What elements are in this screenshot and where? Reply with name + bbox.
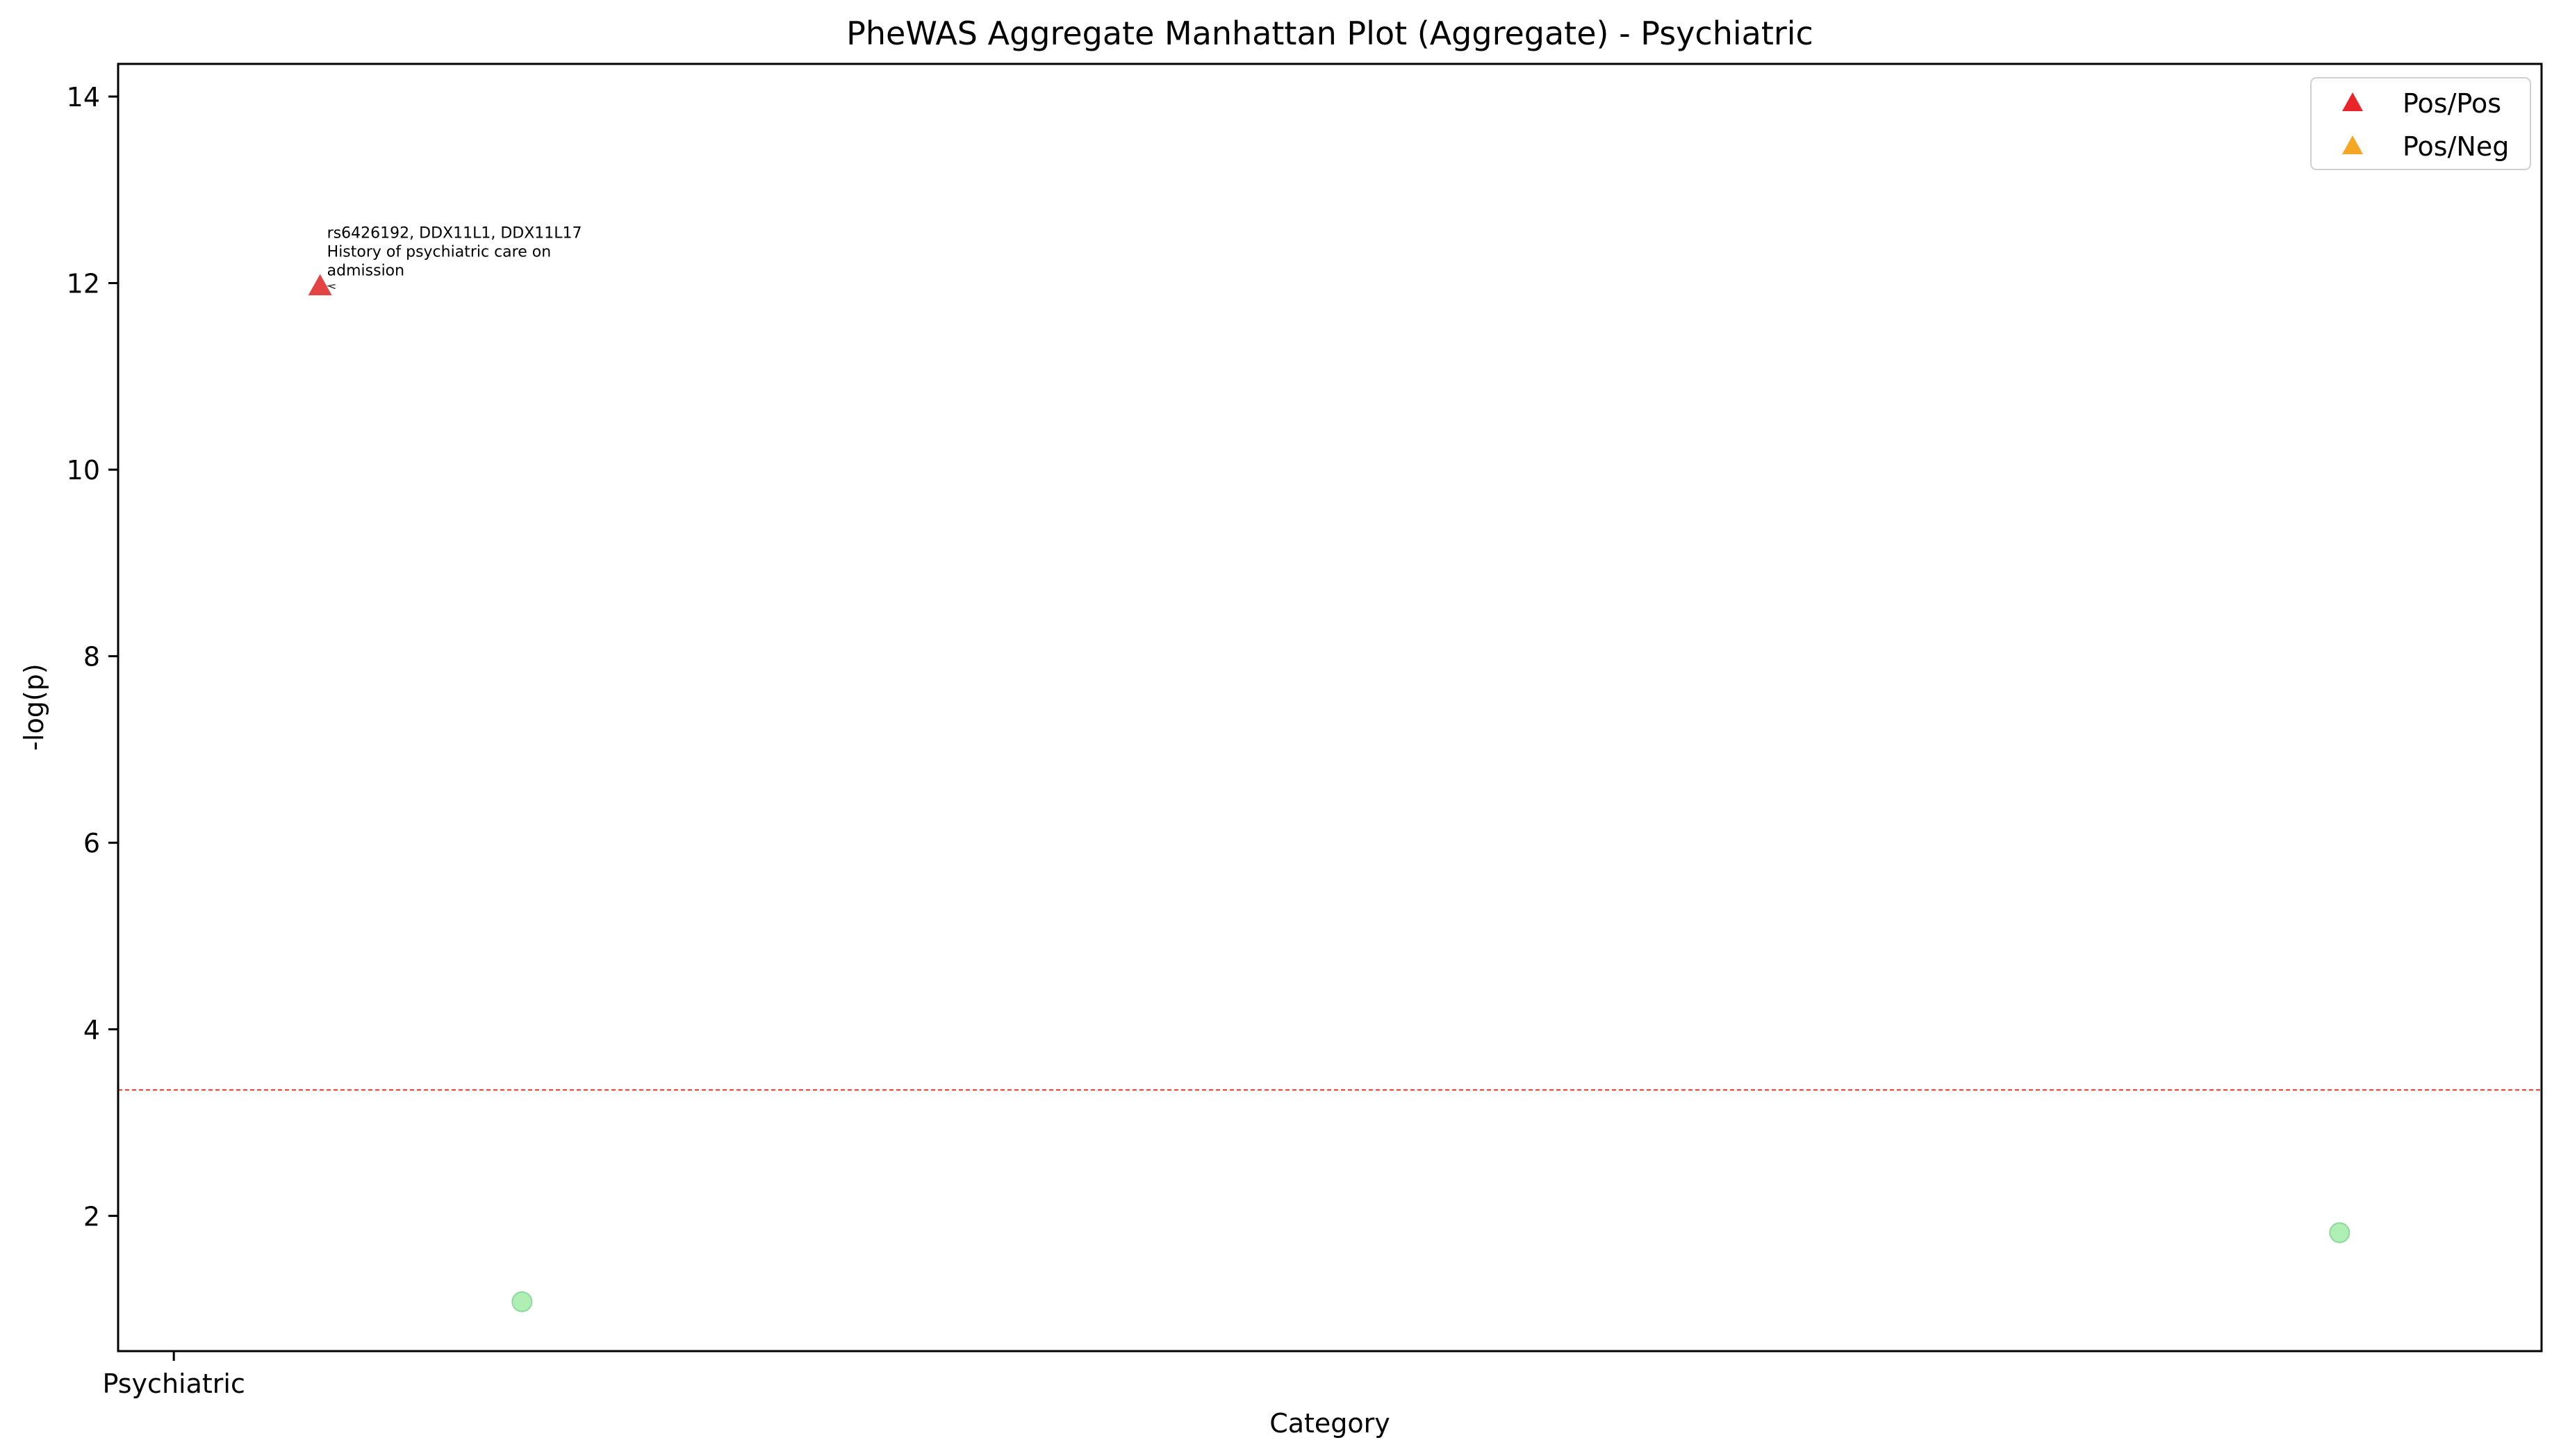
y-axis: 2 4 6 8 10 12 14 <box>67 82 118 1232</box>
y-tick-label: 8 <box>83 642 100 672</box>
y-tick-label: 4 <box>83 1015 100 1045</box>
chart-title: PheWAS Aggregate Manhattan Plot (Aggrega… <box>846 15 1813 52</box>
point-annotation: rs6426192, DDX11L1, DDX11L17 History of p… <box>327 225 582 280</box>
annotation-line: admission <box>327 263 404 280</box>
legend: Pos/Pos Pos/Neg <box>2310 77 2531 170</box>
plot-frame <box>117 63 2543 1352</box>
y-tick-label: 10 <box>67 455 100 486</box>
x-axis-label: Category <box>1269 1408 1390 1439</box>
x-axis: Psychiatric <box>103 1351 245 1399</box>
x-tick-label: Psychiatric <box>103 1368 245 1399</box>
legend-marker-triangle <box>2342 92 2363 111</box>
y-axis-label: -log(p) <box>19 663 49 750</box>
y-tick-label: 6 <box>83 828 100 859</box>
annotation-arrow <box>327 283 336 290</box>
legend-label: Pos/Neg <box>2403 131 2509 162</box>
y-tick-label: 2 <box>83 1201 100 1232</box>
plot-area: rs6426192, DDX11L1, DDX11L17 History of p… <box>118 225 2542 1312</box>
data-point-circle <box>2329 1222 2350 1243</box>
legend-label: Pos/Pos <box>2403 88 2501 119</box>
data-point-circle <box>511 1291 533 1312</box>
annotation-line: rs6426192, DDX11L1, DDX11L17 <box>327 225 582 242</box>
annotation-line: History of psychiatric care on <box>327 244 551 261</box>
y-tick-label: 14 <box>67 82 100 113</box>
y-tick-label: 12 <box>67 269 100 299</box>
legend-marker-triangle <box>2342 135 2363 154</box>
data-point-triangle <box>308 274 332 296</box>
legend-box <box>2310 77 2531 170</box>
